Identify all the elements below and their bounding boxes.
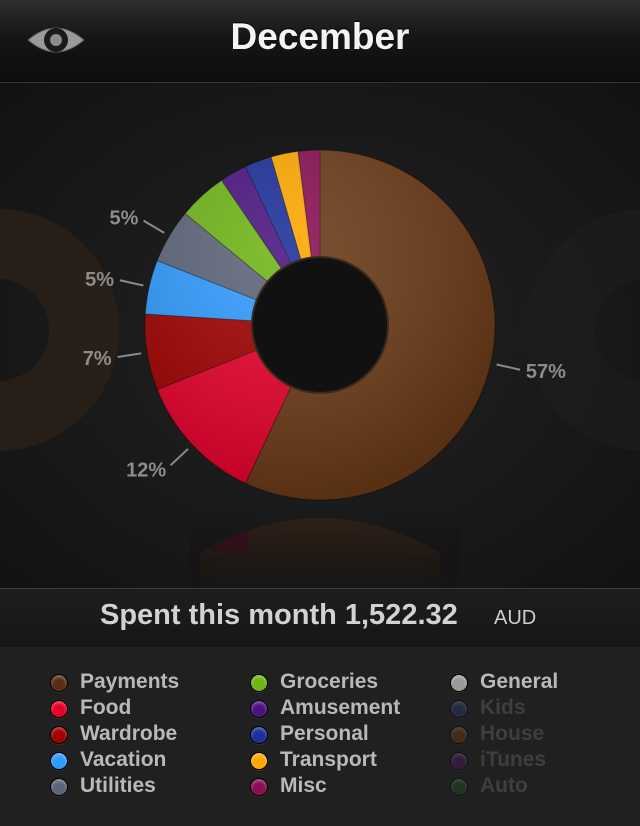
- percent-label-utilities: 5%: [109, 208, 138, 230]
- legend-swatch: [50, 778, 68, 796]
- leader-line: [143, 219, 165, 234]
- percent-label-wardrobe: 7%: [83, 348, 112, 370]
- legend-swatch: [250, 700, 268, 718]
- donut-hole: [251, 256, 389, 394]
- currency-label: AUD: [494, 607, 537, 629]
- legend-swatch: [450, 752, 468, 770]
- total-summary: Spent this month 1,522.32 AUD: [0, 588, 640, 648]
- legend-label: General: [480, 670, 559, 693]
- percent-label-vacation: 5%: [85, 269, 114, 291]
- legend-swatch: [50, 726, 68, 744]
- percent-label-house: 57%: [526, 361, 566, 383]
- page-title: December: [230, 16, 410, 57]
- legend-swatch: [450, 726, 468, 744]
- previous-month-chart[interactable]: [0, 209, 119, 451]
- chart-area[interactable]: 57% 12% 7% 5% 5%: [0, 83, 640, 588]
- legend-label: Groceries: [280, 670, 379, 693]
- legend-swatch: [450, 674, 468, 692]
- chart-reflection: [190, 513, 460, 588]
- percent-label-food: 12%: [126, 459, 166, 481]
- legend-label: Utilities: [80, 774, 156, 797]
- category-legend: Payments Food Wardrobe Vacation Utilities Gro…: [0, 647, 640, 826]
- legend-swatch: [50, 674, 68, 692]
- legend-label: Food: [80, 696, 132, 719]
- leader-line: [169, 448, 189, 467]
- legend-label: Amusement: [280, 696, 401, 719]
- legend-label: Kids: [480, 696, 526, 719]
- total-spent-text: Spent this month 1,522.32: [100, 599, 458, 631]
- legend-label: Personal: [280, 722, 369, 745]
- eye-icon[interactable]: [26, 22, 86, 58]
- legend-label: House: [480, 722, 545, 745]
- leader-line: [496, 363, 521, 371]
- legend-label: Vacation: [80, 748, 167, 771]
- legend-label: Transport: [280, 748, 377, 771]
- donut-chart[interactable]: 57% 12% 7% 5% 5%: [0, 83, 640, 588]
- legend-swatch: [50, 752, 68, 770]
- leader-line: [117, 352, 142, 359]
- legend-swatch: [50, 700, 68, 718]
- header-bar: December: [0, 0, 640, 83]
- legend-swatch: [250, 674, 268, 692]
- legend-label: Auto: [480, 774, 528, 797]
- legend-label: Payments: [80, 670, 180, 693]
- legend-label: iTunes: [480, 748, 547, 771]
- legend-swatch: [450, 700, 468, 718]
- legend-swatch: [250, 752, 268, 770]
- legend-swatch: [450, 778, 468, 796]
- leader-line: [119, 279, 144, 287]
- legend-label: Misc: [280, 774, 327, 797]
- next-month-chart[interactable]: [525, 209, 640, 451]
- legend-swatch: [250, 778, 268, 796]
- legend-label: Wardrobe: [80, 722, 178, 745]
- legend-swatch: [250, 726, 268, 744]
